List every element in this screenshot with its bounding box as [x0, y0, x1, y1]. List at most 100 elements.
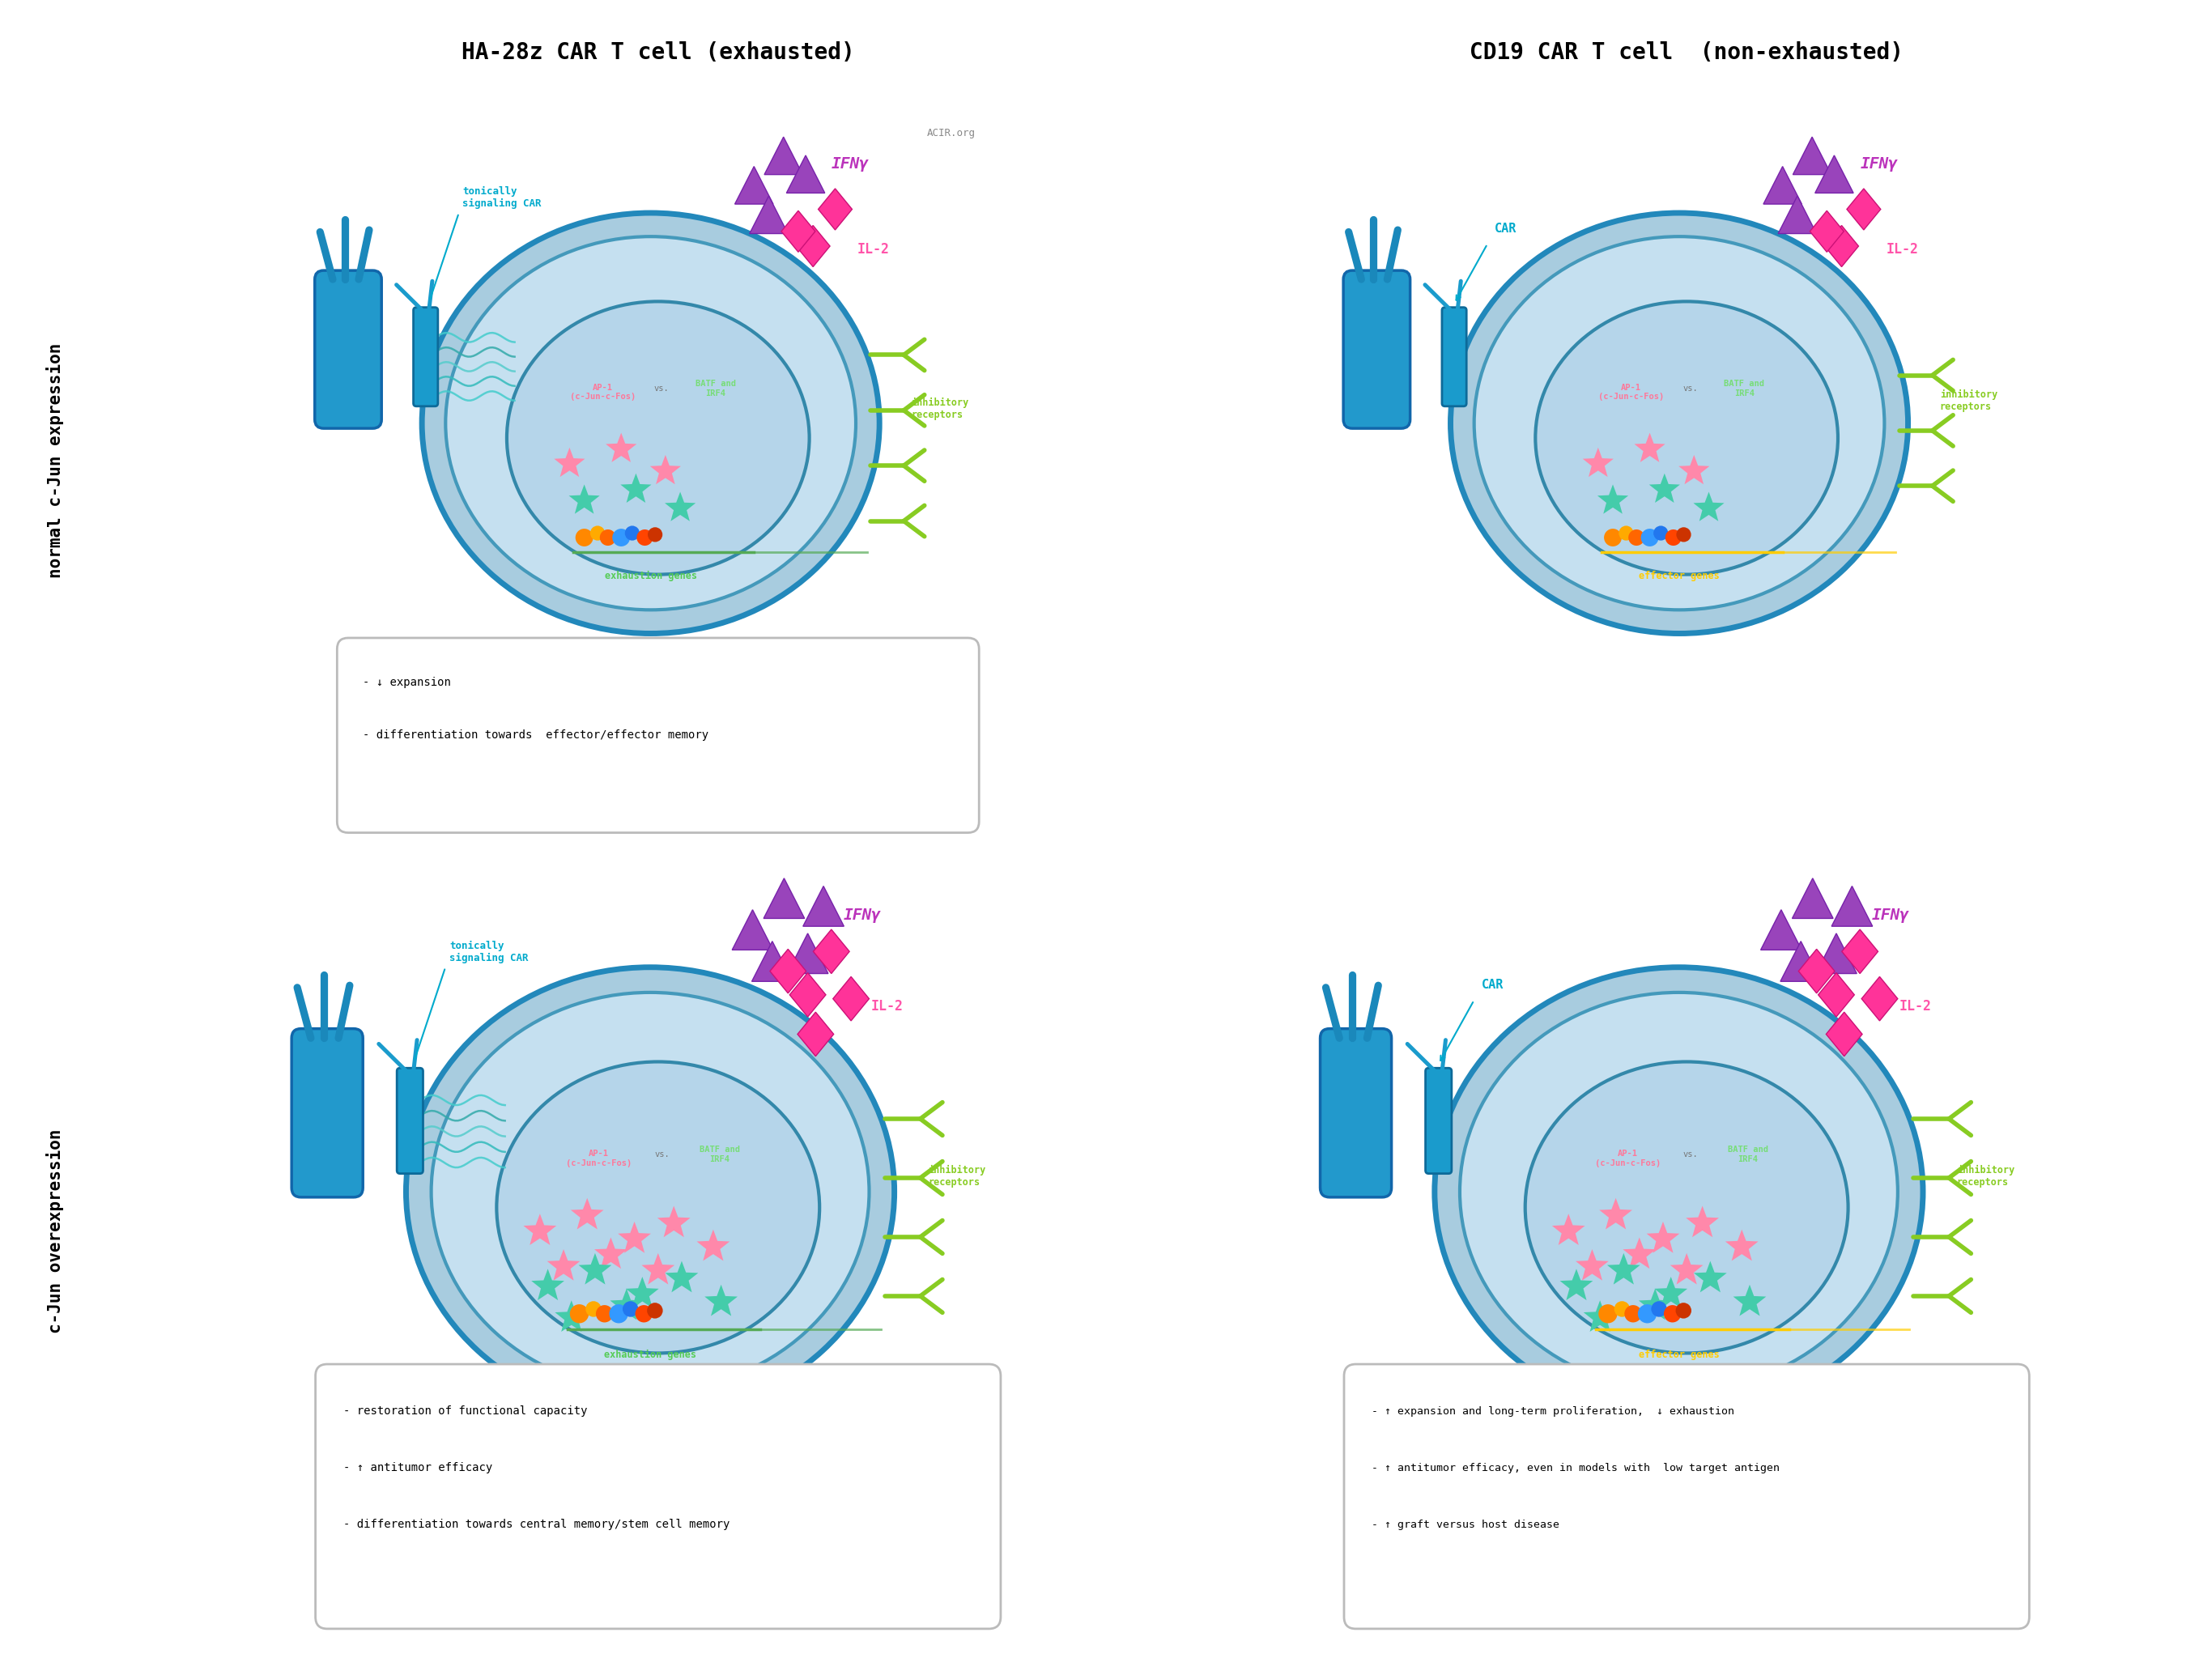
Text: IFNγ: IFNγ	[1860, 156, 1898, 172]
FancyBboxPatch shape	[316, 1365, 1000, 1628]
Polygon shape	[1825, 225, 1858, 267]
Polygon shape	[650, 454, 681, 484]
Text: BATF and
IRF4: BATF and IRF4	[1723, 380, 1765, 398]
Polygon shape	[1809, 211, 1845, 252]
Ellipse shape	[498, 1061, 818, 1353]
Circle shape	[1641, 529, 1659, 547]
Text: AP-1
(c-Jun-c-Fos): AP-1 (c-Jun-c-Fos)	[1595, 1151, 1661, 1167]
Text: vs.: vs.	[655, 385, 670, 393]
Polygon shape	[1635, 433, 1666, 463]
Polygon shape	[622, 474, 650, 502]
Polygon shape	[787, 156, 825, 192]
Polygon shape	[555, 1300, 588, 1331]
Ellipse shape	[422, 212, 880, 633]
Text: vs.: vs.	[1683, 385, 1699, 393]
Polygon shape	[666, 492, 695, 521]
Ellipse shape	[431, 993, 869, 1391]
Text: IL-2: IL-2	[872, 1000, 902, 1013]
Text: - ↑ expansion and long-term proliferation,  ↓ exhaustion: - ↑ expansion and long-term proliferatio…	[1371, 1406, 1734, 1416]
Ellipse shape	[1535, 302, 1838, 574]
Text: - differentiation towards  effector/effector memory: - differentiation towards effector/effec…	[363, 730, 708, 741]
Polygon shape	[1670, 1253, 1703, 1285]
Polygon shape	[595, 1237, 628, 1268]
Text: tonically
signaling CAR: tonically signaling CAR	[449, 940, 529, 963]
Text: IL-2: IL-2	[1887, 242, 1918, 257]
Text: - ↑ graft versus host disease: - ↑ graft versus host disease	[1371, 1520, 1559, 1530]
Text: c-Jun overexpression: c-Jun overexpression	[46, 1129, 64, 1333]
Polygon shape	[546, 1248, 580, 1280]
Polygon shape	[1761, 910, 1801, 950]
Polygon shape	[611, 1288, 644, 1320]
Ellipse shape	[1436, 967, 1922, 1416]
Text: BATF and
IRF4: BATF and IRF4	[695, 380, 737, 398]
Circle shape	[595, 1305, 613, 1323]
Text: vs.: vs.	[655, 1151, 670, 1159]
Polygon shape	[1827, 1011, 1863, 1056]
Polygon shape	[787, 933, 827, 973]
Ellipse shape	[507, 302, 810, 574]
Polygon shape	[763, 879, 805, 919]
Ellipse shape	[1526, 1061, 1847, 1353]
Circle shape	[1677, 1303, 1692, 1318]
Ellipse shape	[1460, 993, 1898, 1391]
Circle shape	[1619, 526, 1632, 541]
Text: effector genes: effector genes	[1639, 1350, 1719, 1360]
FancyBboxPatch shape	[336, 638, 980, 832]
Polygon shape	[732, 910, 772, 950]
Polygon shape	[568, 484, 599, 514]
Polygon shape	[1763, 166, 1803, 204]
Polygon shape	[1639, 1288, 1672, 1320]
Text: inhibitory
receptors: inhibitory receptors	[929, 1164, 987, 1187]
Polygon shape	[790, 973, 825, 1016]
Text: CAR: CAR	[1495, 222, 1517, 235]
Polygon shape	[1816, 156, 1854, 192]
Circle shape	[586, 1302, 602, 1316]
Text: - ↓ expansion: - ↓ expansion	[363, 676, 451, 688]
Text: - restoration of functional capacity: - restoration of functional capacity	[343, 1406, 586, 1418]
Text: exhaustion genes: exhaustion genes	[604, 1350, 697, 1360]
Ellipse shape	[1451, 212, 1909, 633]
Polygon shape	[1686, 1205, 1719, 1237]
Polygon shape	[1582, 448, 1613, 478]
Polygon shape	[706, 1285, 737, 1316]
Text: - ↑ antitumor efficacy, even in models with  low target antigen: - ↑ antitumor efficacy, even in models w…	[1371, 1462, 1781, 1474]
Polygon shape	[799, 1011, 834, 1056]
Polygon shape	[1575, 1248, 1608, 1280]
Text: IFNγ: IFNγ	[1871, 909, 1909, 924]
Polygon shape	[657, 1205, 690, 1237]
Polygon shape	[666, 1262, 699, 1292]
Polygon shape	[1798, 948, 1834, 993]
Text: - differentiation towards central memory/stem cell memory: - differentiation towards central memory…	[343, 1519, 730, 1530]
Polygon shape	[818, 189, 852, 230]
Text: HA-28z CAR T cell (exhausted): HA-28z CAR T cell (exhausted)	[462, 41, 854, 65]
Circle shape	[1628, 529, 1644, 545]
FancyBboxPatch shape	[292, 1028, 363, 1197]
Text: BATF and
IRF4: BATF and IRF4	[699, 1146, 739, 1164]
Text: BATF and
IRF4: BATF and IRF4	[1728, 1146, 1767, 1164]
Polygon shape	[765, 138, 803, 174]
Polygon shape	[1792, 879, 1834, 919]
FancyBboxPatch shape	[1321, 1028, 1391, 1197]
Polygon shape	[1694, 492, 1723, 521]
FancyBboxPatch shape	[1442, 307, 1467, 406]
Circle shape	[599, 529, 615, 545]
FancyBboxPatch shape	[396, 1068, 422, 1174]
Text: IFNγ: IFNγ	[832, 156, 869, 172]
Circle shape	[1604, 529, 1621, 547]
Text: AP-1
(c-Jun-c-Fos): AP-1 (c-Jun-c-Fos)	[1599, 383, 1663, 401]
Polygon shape	[1599, 1199, 1632, 1229]
Polygon shape	[1781, 942, 1820, 982]
Circle shape	[575, 529, 593, 547]
Text: IL-2: IL-2	[858, 242, 889, 257]
Circle shape	[1624, 1305, 1641, 1323]
Polygon shape	[1679, 454, 1710, 484]
Polygon shape	[770, 948, 805, 993]
Text: CAR: CAR	[1482, 978, 1504, 991]
Circle shape	[1652, 526, 1668, 541]
FancyBboxPatch shape	[414, 307, 438, 406]
Text: inhibitory
receptors: inhibitory receptors	[1958, 1164, 2015, 1187]
Polygon shape	[1863, 977, 1898, 1021]
Text: effector genes: effector genes	[1639, 570, 1719, 582]
Polygon shape	[752, 942, 792, 982]
Polygon shape	[1608, 1253, 1639, 1285]
